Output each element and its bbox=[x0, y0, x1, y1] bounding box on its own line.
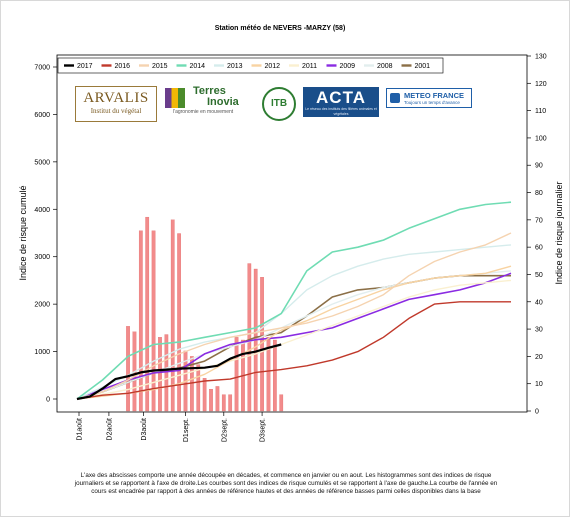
daily-risk-bar bbox=[202, 378, 207, 412]
y-left-tick-label: 6000 bbox=[34, 112, 50, 119]
chart-title: Station météo de NEVERS -MARZY (58) bbox=[215, 25, 346, 32]
daily-risk-bar bbox=[196, 364, 201, 412]
daily-risk-bar bbox=[151, 230, 156, 412]
daily-risk-bar bbox=[126, 326, 130, 412]
series-line-2017 bbox=[76, 343, 282, 401]
legend-label-2017: 2017 bbox=[77, 63, 93, 70]
legend-label-2012: 2012 bbox=[265, 63, 281, 70]
y-right-tick-label: 90 bbox=[535, 163, 543, 170]
x-tick-label: D1sept. bbox=[183, 418, 190, 442]
y-right-tick-label: 40 bbox=[535, 299, 543, 306]
legend-label-2013: 2013 bbox=[227, 63, 243, 70]
x-tick-label: D1août bbox=[77, 418, 84, 441]
caption-line-3: cours est encadrée par rapport à des ann… bbox=[91, 488, 481, 496]
series-line-2013 bbox=[76, 244, 512, 400]
meteo-france-name: METEO FRANCE bbox=[404, 91, 464, 100]
y-right-tick-label: 100 bbox=[535, 135, 547, 142]
daily-risk-bar bbox=[145, 216, 150, 412]
x-tick-label: D2sept. bbox=[221, 418, 228, 442]
x-tick-label: D3août bbox=[141, 418, 148, 441]
daily-risk-bar bbox=[266, 337, 271, 412]
daily-risk-bar bbox=[215, 386, 220, 412]
y-left-tick-label: 1000 bbox=[34, 349, 50, 356]
legend-label-2001: 2001 bbox=[415, 63, 431, 70]
daily-risk-bar bbox=[273, 339, 277, 412]
x-tick-label: D3sept. bbox=[260, 418, 267, 442]
daily-risk-bar bbox=[234, 337, 239, 412]
y-right-tick-label: 10 bbox=[535, 381, 543, 388]
y-right-tick-label: 50 bbox=[535, 272, 543, 279]
daily-risk-bar bbox=[279, 394, 284, 412]
y-right-tick-label: 70 bbox=[535, 217, 543, 224]
x-tick-label: D2août bbox=[106, 418, 113, 441]
series-line-2016 bbox=[76, 301, 511, 400]
y-axis-left-label: Indice de risque cumulé bbox=[18, 185, 28, 280]
meteo-france-logo: METEO FRANCE Toujours un temps d'avance bbox=[386, 88, 472, 108]
y-right-tick-label: 80 bbox=[535, 190, 543, 197]
daily-risk-bar bbox=[158, 337, 162, 412]
caption-line-2: journaliers et se rapportent à l'axe de … bbox=[74, 480, 498, 488]
legend-box bbox=[57, 57, 444, 74]
daily-risk-bar bbox=[177, 233, 181, 412]
plot-box bbox=[56, 54, 528, 413]
y-left-tick-label: 5000 bbox=[34, 159, 50, 166]
y-right-tick-label: 20 bbox=[535, 354, 543, 361]
legend-label-2009: 2009 bbox=[340, 63, 356, 70]
daily-risk-bar bbox=[170, 219, 175, 412]
arvalis-logo-subtitle: Institut du végétal bbox=[90, 107, 142, 115]
legend-label-2014: 2014 bbox=[190, 63, 206, 70]
y-right-tick-label: 0 bbox=[535, 409, 539, 416]
legend-label-2008: 2008 bbox=[377, 63, 393, 70]
legend-label-2016: 2016 bbox=[115, 63, 131, 70]
y-right-tick-label: 120 bbox=[535, 81, 547, 88]
acta-logo-subtitle: Le réseau des instituts des filières ani… bbox=[305, 107, 377, 116]
acta-logo-name: ACTA bbox=[316, 88, 366, 107]
y-left-tick-label: 7000 bbox=[34, 65, 50, 72]
series-line-2011 bbox=[76, 279, 512, 400]
caption-line-1: L'axe des abscisses comporte une année d… bbox=[80, 472, 492, 479]
series-line-2009 bbox=[76, 272, 512, 400]
y-axis-right-label: Indice de risque journalier bbox=[554, 181, 564, 284]
y-right-tick-label: 60 bbox=[535, 245, 543, 252]
meteo-france-emblem bbox=[390, 93, 400, 103]
daily-risk-bar bbox=[164, 334, 169, 412]
arvalis-logo: ARVALIS Institut du végétal bbox=[75, 86, 157, 122]
legend: 2017 2016 2015 2014 2013 2012 2011 2009 2008 2001 bbox=[57, 57, 444, 74]
arvalis-logo-name: ARVALIS bbox=[83, 90, 149, 106]
series-line-2014 bbox=[76, 201, 512, 400]
y-right-tick-label: 30 bbox=[535, 327, 543, 334]
series-line-2015 bbox=[76, 232, 512, 400]
itb-logo: ITB bbox=[262, 87, 296, 121]
daily-risk-bar bbox=[138, 230, 143, 412]
acta-logo: ACTA Le réseau des instituts des filière… bbox=[303, 87, 379, 117]
legend-label-2015: 2015 bbox=[152, 63, 168, 70]
meteo-france-tagline: Toujours un temps d'avance bbox=[404, 100, 460, 105]
legend-label-2011: 2011 bbox=[302, 63, 317, 70]
terres-inovia-line2: Inovia bbox=[207, 96, 239, 108]
y-left-tick-label: 0 bbox=[46, 397, 50, 404]
daily-risk-bar bbox=[228, 394, 233, 412]
terres-inovia-emblem bbox=[165, 88, 185, 108]
y-right-tick-label: 130 bbox=[535, 54, 547, 61]
terres-inovia-logo: Terres Inovia l'agronomie en mouvement bbox=[163, 85, 255, 115]
daily-risk-bar bbox=[247, 263, 252, 412]
y-left-tick-label: 4000 bbox=[34, 207, 50, 214]
itb-logo-text: ITB bbox=[270, 98, 288, 109]
terres-inovia-line1: Terres bbox=[193, 85, 226, 97]
y-left-tick-label: 2000 bbox=[34, 302, 50, 309]
daily-risk-bar bbox=[209, 389, 213, 412]
y-right-tick-label: 110 bbox=[535, 108, 546, 115]
daily-risk-bar bbox=[221, 394, 226, 412]
terres-inovia-tagline: l'agronomie en mouvement bbox=[173, 109, 234, 115]
y-left-tick-label: 3000 bbox=[34, 254, 50, 261]
caption: L'axe des abscisses comporte une année d… bbox=[8, 472, 564, 497]
